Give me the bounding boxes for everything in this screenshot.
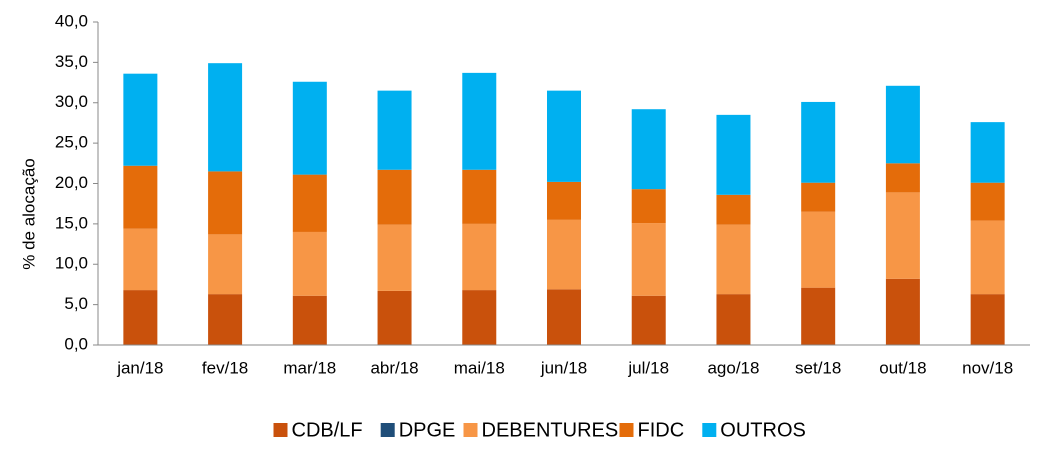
x-tick-label: set/18: [795, 358, 841, 377]
bar-segment: [547, 181, 581, 220]
bar-segment: [462, 290, 497, 345]
bar-segment: [970, 122, 1005, 183]
bar-segment: [123, 73, 158, 166]
bar-segment: [716, 194, 751, 225]
x-tick-label: ago/18: [707, 358, 759, 377]
bar-segment: [631, 189, 666, 224]
bar-segment: [208, 294, 243, 345]
bar-segment: [123, 165, 158, 229]
bar-segment: [377, 224, 412, 291]
bar-segment: [970, 294, 1005, 345]
bar-segment: [885, 163, 920, 193]
bar-segment: [208, 234, 243, 295]
bar-segment: [123, 228, 158, 291]
bar-segment: [377, 290, 412, 345]
legend-label: DPGE: [399, 419, 456, 441]
legend: CDB/LF DPGE DEBENTURES FIDC OUTROS: [273, 419, 806, 441]
bar-segment: [292, 295, 327, 345]
bar-segment: [631, 223, 666, 296]
bar-segment: [208, 63, 243, 172]
legend-swatch: [380, 423, 395, 437]
y-tick-label: 20,0: [55, 173, 88, 192]
x-tick-label: mai/18: [454, 358, 505, 377]
x-tick-label: mar/18: [283, 358, 336, 377]
bar-segment: [377, 90, 412, 170]
legend-label: CDB/LF: [292, 419, 363, 441]
legend-label: DEBENTURES: [482, 419, 619, 441]
x-tick-label: abr/18: [370, 358, 418, 377]
bar-segment: [885, 192, 920, 279]
bar-segment: [377, 169, 412, 225]
legend-swatch: [463, 423, 478, 437]
bar-segment: [885, 85, 920, 164]
bar-segment: [801, 182, 836, 212]
legend-label: OUTROS: [720, 419, 806, 441]
y-tick-label: 0,0: [64, 334, 88, 353]
bar-segment: [716, 294, 751, 345]
bar-segment: [462, 169, 497, 224]
bar-segment: [208, 171, 243, 235]
y-tick-label: 35,0: [55, 52, 88, 71]
y-tick-label: 25,0: [55, 133, 88, 152]
bar-segment: [970, 182, 1005, 221]
y-axis-label: % de alocação: [19, 158, 38, 270]
y-tick-label: 40,0: [55, 11, 88, 30]
bar-segment: [970, 220, 1005, 295]
x-tick-label: fev/18: [202, 358, 248, 377]
y-tick-label: 15,0: [55, 213, 88, 232]
bar-segment: [292, 174, 327, 232]
bar-segment: [716, 224, 751, 295]
bar-segment: [547, 219, 581, 290]
bar-segment: [801, 101, 836, 183]
bar-segment: [547, 289, 581, 345]
legend-swatch: [619, 423, 634, 437]
x-tick-label: jun/18: [540, 358, 587, 377]
bar-segment: [801, 211, 836, 288]
bar-segment: [292, 81, 327, 175]
bar-segment: [631, 109, 666, 190]
legend-swatch: [702, 423, 717, 437]
bar-segment: [631, 295, 666, 345]
bar-segment: [292, 231, 327, 296]
legend-swatch: [273, 423, 288, 437]
x-tick-label: nov/18: [962, 358, 1013, 377]
x-tick-label: out/18: [879, 358, 926, 377]
x-tick-label: jul/18: [627, 358, 669, 377]
bar-segment: [547, 90, 581, 182]
x-tick-label: jan/18: [116, 358, 163, 377]
y-tick-label: 10,0: [55, 254, 88, 273]
bar-segment: [885, 278, 920, 345]
bar-segment: [123, 290, 158, 345]
bar-segment: [716, 114, 751, 195]
legend-label: FIDC: [638, 419, 685, 441]
bar-segment: [462, 72, 497, 170]
y-tick-label: 30,0: [55, 92, 88, 111]
bar-segment: [801, 287, 836, 345]
y-tick-label: 5,0: [64, 294, 88, 313]
bar-segment: [462, 223, 497, 291]
